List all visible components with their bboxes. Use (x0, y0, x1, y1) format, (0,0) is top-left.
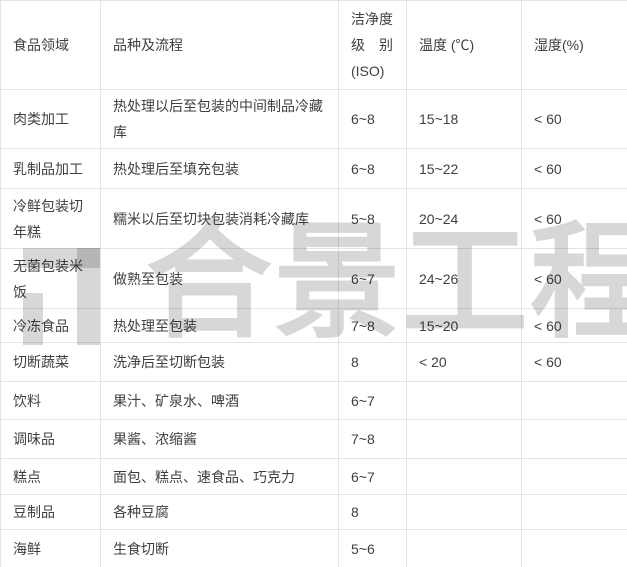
cell-process: 洗净后至切断包装 (100, 342, 339, 382)
cell-food-field: 冷冻食品 (0, 308, 101, 343)
table-row: 糕点 面包、糕点、速食品、巧克力 6~7 (0, 458, 627, 495)
cell-process: 热处理以后至包装的中间制品冷藏库 (100, 89, 339, 149)
cell-temp: 15~18 (406, 89, 522, 149)
cell-iso: 6~7 (338, 248, 407, 309)
cell-iso: 5~8 (338, 188, 407, 249)
cell-humidity: < 60 (521, 188, 627, 249)
cell-temp (406, 381, 522, 420)
cell-food-field: 海鲜 (0, 529, 101, 567)
cell-process: 果酱、浓缩酱 (100, 419, 339, 459)
table-header-row: 食品领域 品种及流程 洁净度 级 别 (ISO) 温度 (℃) 湿度(%) (0, 0, 627, 90)
cell-humidity (521, 458, 627, 495)
cell-temp: < 20 (406, 342, 522, 382)
cell-iso: 7~8 (338, 308, 407, 343)
cell-humidity (521, 529, 627, 567)
table-row: 豆制品 各种豆腐 8 (0, 494, 627, 530)
cell-process: 面包、糕点、速食品、巧克力 (100, 458, 339, 495)
cell-process: 做熟至包装 (100, 248, 339, 309)
cell-temp: 20~24 (406, 188, 522, 249)
cell-temp (406, 419, 522, 459)
cell-humidity: < 60 (521, 308, 627, 343)
cell-temp: 15~22 (406, 148, 522, 189)
column-header-process: 品种及流程 (100, 0, 339, 90)
table-row: 调味品 果酱、浓缩酱 7~8 (0, 419, 627, 459)
table-row: 无菌包装米饭 做熟至包装 6~7 24~26 < 60 (0, 248, 627, 309)
cell-iso: 5~6 (338, 529, 407, 567)
table-row: 乳制品加工 热处理后至填充包装 6~8 15~22 < 60 (0, 148, 627, 189)
column-header-iso-class: 洁净度 级 别 (ISO) (338, 0, 407, 90)
cell-humidity: < 60 (521, 148, 627, 189)
cell-temp (406, 494, 522, 530)
column-header-humidity: 湿度(%) (521, 0, 627, 90)
cell-iso: 6~7 (338, 381, 407, 420)
cell-temp: 24~26 (406, 248, 522, 309)
cell-iso: 8 (338, 342, 407, 382)
cell-humidity: < 60 (521, 248, 627, 309)
cell-process: 热处理至包装 (100, 308, 339, 343)
cell-process: 糯米以后至切块包装消耗冷藏库 (100, 188, 339, 249)
cell-food-field: 调味品 (0, 419, 101, 459)
table-row: 饮料 果汁、矿泉水、啤酒 6~7 (0, 381, 627, 420)
table-row: 海鲜 生食切断 5~6 (0, 529, 627, 567)
cell-humidity: < 60 (521, 89, 627, 149)
cell-humidity (521, 419, 627, 459)
table-row: 切断蔬菜 洗净后至切断包装 8 < 20 < 60 (0, 342, 627, 382)
cell-process: 生食切断 (100, 529, 339, 567)
cell-food-field: 切断蔬菜 (0, 342, 101, 382)
cell-food-field: 冷鲜包装切年糕 (0, 188, 101, 249)
iso-header-line2: 级 别 (351, 37, 393, 53)
iso-header-line3: (ISO) (351, 63, 385, 79)
cell-food-field: 无菌包装米饭 (0, 248, 101, 309)
cell-humidity: < 60 (521, 342, 627, 382)
cell-food-field: 肉类加工 (0, 89, 101, 149)
cell-process: 热处理后至填充包装 (100, 148, 339, 189)
cell-temp: 15~20 (406, 308, 522, 343)
table-row: 肉类加工 热处理以后至包装的中间制品冷藏库 6~8 15~18 < 60 (0, 89, 627, 149)
cell-food-field: 乳制品加工 (0, 148, 101, 189)
cell-process: 果汁、矿泉水、啤酒 (100, 381, 339, 420)
cell-food-field: 饮料 (0, 381, 101, 420)
cell-iso: 6~7 (338, 458, 407, 495)
column-header-food-field: 食品领域 (0, 0, 101, 90)
cell-temp (406, 458, 522, 495)
cell-humidity (521, 494, 627, 530)
cell-iso: 6~8 (338, 148, 407, 189)
cell-humidity (521, 381, 627, 420)
table-row: 冷鲜包装切年糕 糯米以后至切块包装消耗冷藏库 5~8 20~24 < 60 (0, 188, 627, 249)
cell-iso: 8 (338, 494, 407, 530)
cell-process: 各种豆腐 (100, 494, 339, 530)
cell-iso: 6~8 (338, 89, 407, 149)
table-row: 冷冻食品 热处理至包装 7~8 15~20 < 60 (0, 308, 627, 343)
iso-header-line1: 洁净度 (351, 11, 393, 27)
column-header-temperature: 温度 (℃) (406, 0, 522, 90)
cell-iso: 7~8 (338, 419, 407, 459)
cell-food-field: 糕点 (0, 458, 101, 495)
cell-food-field: 豆制品 (0, 494, 101, 530)
cell-temp (406, 529, 522, 567)
